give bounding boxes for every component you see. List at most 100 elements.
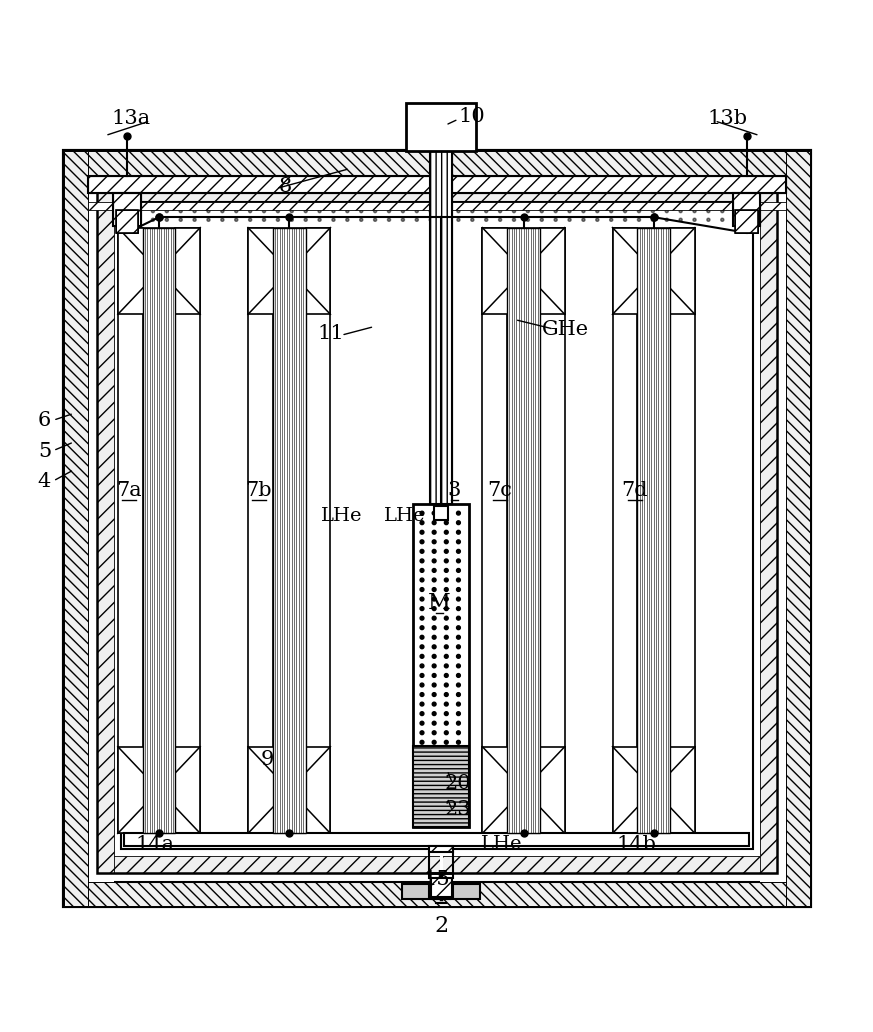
Circle shape bbox=[457, 750, 460, 753]
Circle shape bbox=[432, 654, 436, 658]
Circle shape bbox=[457, 654, 460, 658]
Circle shape bbox=[388, 209, 390, 213]
Circle shape bbox=[432, 760, 436, 764]
Circle shape bbox=[165, 219, 168, 222]
Circle shape bbox=[346, 219, 348, 222]
Circle shape bbox=[432, 769, 436, 773]
Circle shape bbox=[485, 209, 487, 213]
Circle shape bbox=[609, 209, 613, 213]
Bar bbox=[96, 185, 113, 873]
Circle shape bbox=[420, 550, 423, 553]
Bar bbox=[64, 152, 809, 175]
Circle shape bbox=[420, 703, 423, 706]
Circle shape bbox=[444, 674, 448, 678]
Bar bbox=[434, 507, 448, 520]
Circle shape bbox=[457, 712, 460, 716]
Circle shape bbox=[651, 209, 654, 213]
Bar bbox=[482, 228, 506, 834]
Bar bbox=[735, 211, 758, 233]
Circle shape bbox=[432, 512, 436, 515]
Circle shape bbox=[401, 209, 404, 213]
Text: 7a: 7a bbox=[116, 481, 141, 499]
Circle shape bbox=[318, 219, 321, 222]
Circle shape bbox=[567, 219, 571, 222]
Bar bbox=[430, 878, 451, 897]
Circle shape bbox=[221, 209, 223, 213]
Circle shape bbox=[444, 721, 448, 725]
Bar bbox=[115, 211, 138, 233]
Circle shape bbox=[444, 578, 448, 582]
Circle shape bbox=[360, 219, 362, 222]
Circle shape bbox=[432, 665, 436, 668]
Circle shape bbox=[444, 521, 448, 525]
Circle shape bbox=[720, 209, 724, 213]
Circle shape bbox=[432, 521, 436, 525]
Circle shape bbox=[420, 530, 423, 535]
Circle shape bbox=[457, 521, 460, 525]
Bar bbox=[118, 747, 200, 834]
Circle shape bbox=[471, 219, 474, 222]
Circle shape bbox=[179, 219, 182, 222]
Bar bbox=[118, 228, 200, 315]
Circle shape bbox=[420, 760, 423, 764]
Bar bbox=[96, 857, 777, 873]
Circle shape bbox=[457, 607, 460, 611]
Circle shape bbox=[432, 807, 436, 811]
Circle shape bbox=[420, 788, 423, 792]
Circle shape bbox=[235, 209, 237, 213]
Bar bbox=[406, 104, 476, 152]
Circle shape bbox=[553, 219, 557, 222]
Text: 8: 8 bbox=[278, 176, 292, 196]
Circle shape bbox=[444, 683, 448, 687]
Circle shape bbox=[420, 712, 423, 716]
Circle shape bbox=[235, 219, 237, 222]
Circle shape bbox=[276, 209, 279, 213]
Circle shape bbox=[457, 636, 460, 640]
Circle shape bbox=[457, 817, 460, 820]
Circle shape bbox=[444, 654, 448, 658]
Circle shape bbox=[432, 741, 436, 744]
Circle shape bbox=[420, 665, 423, 668]
Circle shape bbox=[444, 741, 448, 744]
Circle shape bbox=[193, 219, 196, 222]
Bar bbox=[413, 746, 469, 828]
Bar bbox=[88, 175, 785, 193]
Bar bbox=[248, 228, 272, 834]
Circle shape bbox=[457, 616, 460, 620]
Circle shape bbox=[432, 645, 436, 649]
Circle shape bbox=[432, 626, 436, 630]
Circle shape bbox=[457, 731, 460, 735]
Circle shape bbox=[444, 731, 448, 735]
Text: LHe: LHe bbox=[320, 507, 361, 525]
Circle shape bbox=[276, 219, 279, 222]
Circle shape bbox=[432, 731, 436, 735]
Bar bbox=[413, 504, 469, 828]
Circle shape bbox=[540, 209, 543, 213]
Circle shape bbox=[457, 550, 460, 553]
Circle shape bbox=[432, 588, 436, 591]
Circle shape bbox=[123, 219, 127, 222]
Circle shape bbox=[249, 219, 251, 222]
Circle shape bbox=[420, 588, 423, 591]
Bar bbox=[175, 228, 200, 834]
Text: 15: 15 bbox=[423, 869, 450, 889]
Bar bbox=[306, 228, 330, 834]
Bar bbox=[96, 185, 777, 202]
Circle shape bbox=[444, 807, 448, 811]
Circle shape bbox=[444, 769, 448, 773]
Text: 23: 23 bbox=[444, 800, 471, 818]
Circle shape bbox=[457, 674, 460, 678]
Text: 6: 6 bbox=[38, 411, 51, 430]
Circle shape bbox=[249, 209, 251, 213]
Circle shape bbox=[637, 209, 640, 213]
Circle shape bbox=[304, 209, 307, 213]
Circle shape bbox=[623, 219, 626, 222]
Circle shape bbox=[432, 674, 436, 678]
Bar bbox=[64, 152, 809, 906]
Circle shape bbox=[420, 769, 423, 773]
Circle shape bbox=[443, 209, 446, 213]
Circle shape bbox=[457, 798, 460, 802]
Text: GHe: GHe bbox=[541, 320, 588, 338]
Circle shape bbox=[706, 209, 710, 213]
Bar bbox=[120, 202, 753, 849]
